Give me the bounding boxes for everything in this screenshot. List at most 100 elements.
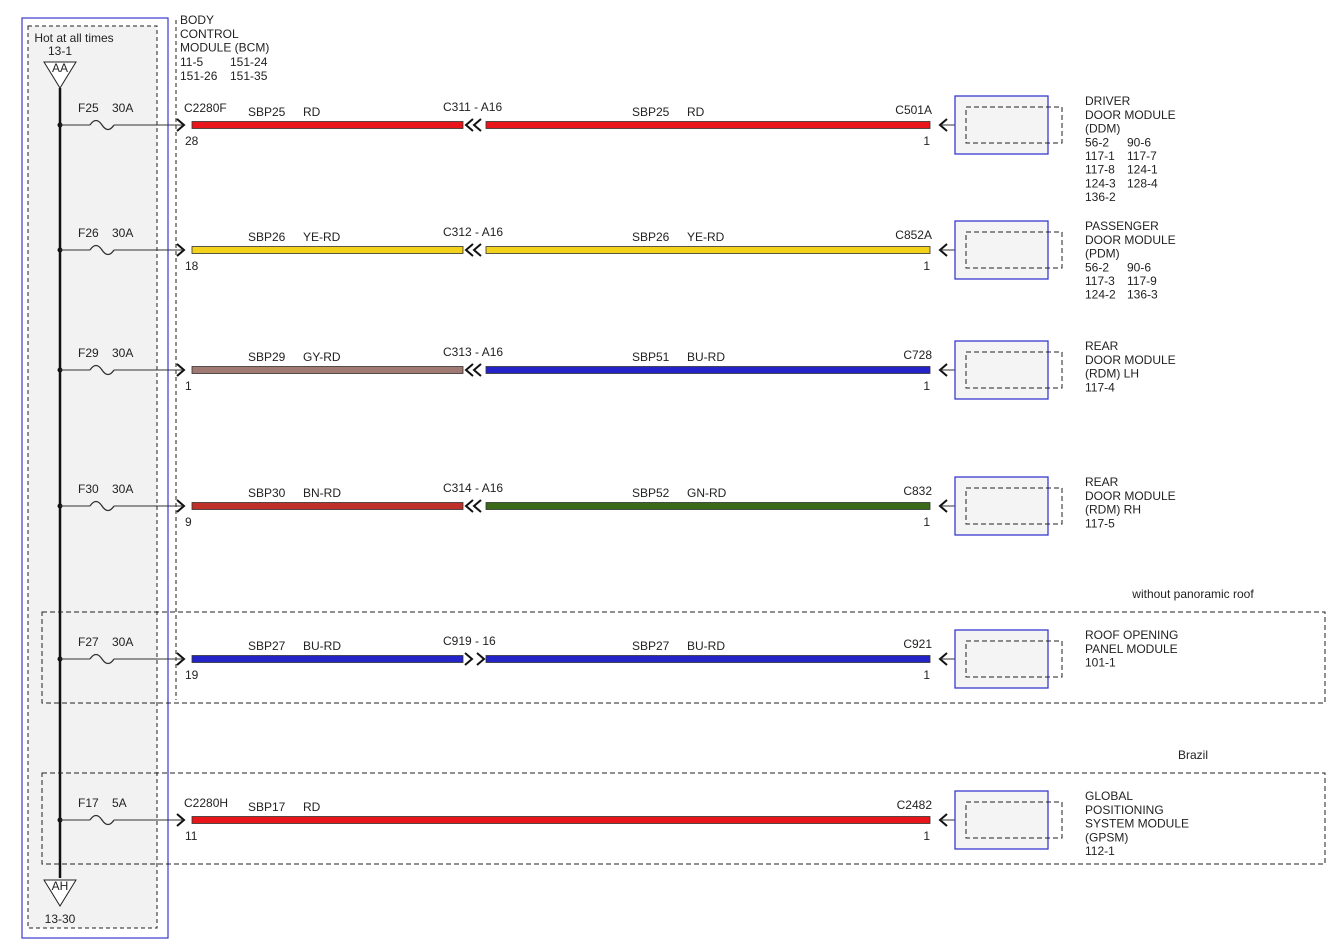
- module-ref: 128-4: [1127, 176, 1158, 190]
- pin-label: 9: [185, 515, 192, 529]
- module-ref: 124-2: [1085, 288, 1116, 302]
- module-name: DRIVER: [1085, 94, 1131, 108]
- module-inner: [965, 487, 1063, 525]
- wire-code: GY-RD: [303, 350, 341, 364]
- module-ref: 136-2: [1085, 190, 1116, 204]
- module-name: DOOR MODULE: [1085, 489, 1176, 503]
- module-ref: 117-8: [1085, 163, 1115, 177]
- fuse-rating: 30A: [112, 635, 133, 649]
- wire-code: RD: [687, 105, 705, 119]
- bcm-name: MODULE (BCM): [180, 41, 269, 55]
- bcm-name: BODY: [180, 13, 214, 27]
- module-ref: 56-2: [1085, 135, 1109, 149]
- inline-connector: C919 - 16: [443, 634, 496, 648]
- wire-code: YE-RD: [687, 230, 725, 244]
- module-box: [954, 340, 1049, 400]
- fuse: [89, 500, 115, 512]
- bottom-ref: 13-30: [45, 912, 76, 926]
- bcm-name: CONTROL: [180, 27, 239, 41]
- connector-arrow: [938, 652, 948, 666]
- module-name: DOOR MODULE: [1085, 233, 1176, 247]
- module-name: (RDM) RH: [1085, 503, 1141, 517]
- module-name: PANEL MODULE: [1085, 642, 1178, 656]
- end-pin: 1: [923, 259, 930, 273]
- module-ref: 117-5: [1085, 516, 1115, 530]
- end-connector: C501A: [895, 103, 932, 117]
- module-name: (RDM) LH: [1085, 367, 1139, 381]
- module-box: [954, 476, 1049, 536]
- wire-circuit: SBP25: [632, 105, 670, 119]
- fuse-label: F29: [78, 346, 99, 360]
- module-ref: 101-1: [1085, 656, 1116, 670]
- option-note: Brazil: [1178, 748, 1208, 762]
- inline-connector: C314 - A16: [443, 481, 503, 495]
- option-note: without panoramic roof: [1131, 587, 1254, 601]
- connector-arrow: [176, 652, 186, 666]
- module-ref: 117-4: [1085, 380, 1115, 394]
- wire-code: BU-RD: [687, 639, 725, 653]
- module-box: [954, 95, 1049, 155]
- fuse: [89, 119, 115, 131]
- module-name: PASSENGER: [1085, 219, 1159, 233]
- connector-arrow: [472, 118, 482, 132]
- module-name: (DDM): [1085, 122, 1120, 136]
- bcm-ref: 151-26: [180, 69, 218, 83]
- bottom-connector: [43, 879, 77, 907]
- inline-connector: C311 - A16: [443, 100, 502, 114]
- connector-arrow: [176, 243, 186, 257]
- end-pin: 1: [923, 515, 930, 529]
- connector-label: C2280H: [184, 796, 228, 810]
- fuse: [89, 653, 115, 665]
- module-name: REAR: [1085, 475, 1119, 489]
- connector-arrow: [176, 813, 186, 827]
- wire-circuit: SBP26: [248, 230, 286, 244]
- wire: [485, 502, 931, 510]
- end-pin: 1: [923, 829, 930, 843]
- connector-arrow: [464, 118, 474, 132]
- end-pin: 1: [923, 668, 930, 682]
- module-ref: 117-9: [1127, 274, 1157, 288]
- module-ref: 117-1: [1085, 149, 1115, 163]
- fuse-rating: 30A: [112, 346, 133, 360]
- connector-arrow: [464, 652, 474, 666]
- connector-arrow: [176, 499, 186, 513]
- fuse-rating: 30A: [112, 226, 133, 240]
- module-name: ROOF OPENING: [1085, 628, 1178, 642]
- wire: [191, 655, 464, 663]
- inline-connector: C313 - A16: [443, 345, 503, 359]
- module-ref: 117-3: [1085, 274, 1115, 288]
- module-ref: 136-3: [1127, 288, 1158, 302]
- bcm-ref: 151-24: [230, 55, 268, 69]
- module-box: [954, 629, 1049, 689]
- pin-label: 1: [185, 379, 192, 393]
- wire-code: YE-RD: [303, 230, 341, 244]
- fuse-rating: 30A: [112, 101, 133, 115]
- fuse-panel: [27, 25, 158, 929]
- fuse-rating: 30A: [112, 482, 133, 496]
- module-inner: [965, 106, 1063, 144]
- module-ref: 90-6: [1127, 135, 1151, 149]
- module-inner: [965, 801, 1063, 839]
- fuse-label: F27: [78, 635, 99, 649]
- fuse-label: F25: [78, 101, 99, 115]
- wire-circuit: SBP27: [248, 639, 286, 653]
- wire-circuit: SBP25: [248, 105, 286, 119]
- module-name: DOOR MODULE: [1085, 353, 1176, 367]
- module-name: GLOBAL: [1085, 789, 1133, 803]
- wire: [485, 246, 931, 254]
- wire-code: BU-RD: [303, 639, 341, 653]
- wire-circuit: SBP52: [632, 486, 670, 500]
- connector-arrow: [938, 363, 948, 377]
- wire-code: BN-RD: [303, 486, 341, 500]
- wire: [191, 121, 464, 129]
- connector-label: C2280F: [184, 101, 227, 115]
- wire: [485, 655, 931, 663]
- fuse-label: F30: [78, 482, 99, 496]
- pin-label: 28: [185, 134, 199, 148]
- end-connector: C728: [903, 348, 932, 362]
- fuse: [89, 244, 115, 256]
- wire-code: RD: [303, 800, 321, 814]
- connector-arrow: [176, 363, 186, 377]
- fuse: [89, 364, 115, 376]
